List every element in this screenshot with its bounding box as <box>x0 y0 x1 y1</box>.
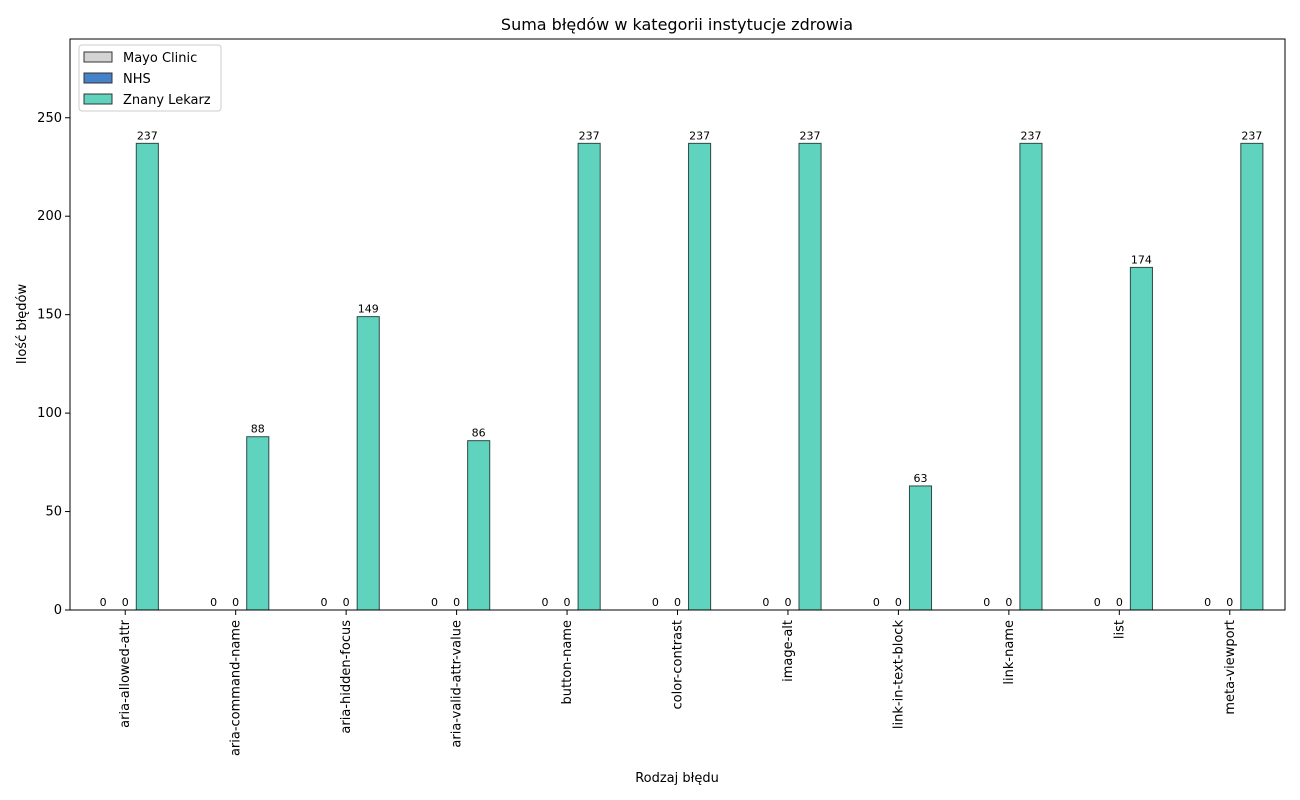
bars-group <box>135 142 1264 611</box>
bar-value-label: 0 <box>210 596 217 609</box>
bar <box>798 142 822 611</box>
x-tick-label: color-contrast <box>671 620 686 710</box>
bar-value-label: 0 <box>762 596 769 609</box>
legend-swatch <box>83 93 113 105</box>
bar-value-label: 0 <box>541 596 548 609</box>
legend-box <box>78 44 222 112</box>
bar-value-label: 0 <box>453 596 460 609</box>
bar-value-label: 0 <box>784 596 791 609</box>
bar <box>1129 266 1153 611</box>
x-tick-label: list <box>1112 620 1127 639</box>
bar-value-label: 0 <box>873 596 880 609</box>
x-tick-label: aria-valid-attr-value <box>450 620 465 748</box>
bar-value-label: 0 <box>1116 596 1123 609</box>
y-tick-label: 50 <box>45 505 62 520</box>
bar-value-label: 237 <box>137 129 158 142</box>
y-axis-label: Ilość błędów <box>15 284 30 365</box>
bar-value-label: 237 <box>579 129 600 142</box>
x-axis-label: Rodzaj błędu <box>635 771 719 786</box>
bar-value-label: 0 <box>1005 596 1012 609</box>
bar-value-label: 237 <box>689 129 710 142</box>
bar <box>1240 142 1264 611</box>
legend-label: Znany Lekarz <box>123 93 211 108</box>
legend: Mayo Clinic NHS Znany Lekarz <box>78 44 222 112</box>
bar-value-label: 0 <box>674 596 681 609</box>
plot-frame <box>69 38 1286 611</box>
x-tick-label: aria-command-name <box>229 620 244 756</box>
bar-value-label: 0 <box>232 596 239 609</box>
chart-title: Suma błędów w kategorii instytucje zdrow… <box>501 15 853 34</box>
y-tick-label: 150 <box>37 308 62 323</box>
y-tick-label: 250 <box>37 111 62 126</box>
bar <box>1019 142 1043 611</box>
x-tick-label: image-alt <box>781 620 796 682</box>
bar-value-label: 63 <box>914 472 928 485</box>
bar-value-label: 0 <box>100 596 107 609</box>
bar <box>356 316 380 611</box>
bar-value-label: 0 <box>983 596 990 609</box>
bar-value-label: 0 <box>895 596 902 609</box>
x-tick-label: meta-viewport <box>1223 620 1238 715</box>
legend-label: NHS <box>123 72 151 87</box>
x-tick-label: link-in-text-block <box>891 620 906 730</box>
bar-value-label: 0 <box>431 596 438 609</box>
bar-value-label: 0 <box>343 596 350 609</box>
bar <box>467 440 491 611</box>
bar <box>688 142 712 611</box>
bar-value-label: 0 <box>1226 596 1233 609</box>
bar-value-label: 88 <box>251 423 265 436</box>
bar-value-label: 0 <box>1094 596 1101 609</box>
y-tick-label: 0 <box>54 603 62 618</box>
x-tick-label: aria-hidden-focus <box>339 620 354 734</box>
bar <box>908 485 933 611</box>
bar-value-label: 237 <box>1020 129 1041 142</box>
bar-value-label: 0 <box>321 596 328 609</box>
bar-value-label: 0 <box>564 596 571 609</box>
bar-labels-group: 0 0 237 0 0 88 0 0 149 0 0 86 0 0 237 0 0 237 0 0 237 0 0 63 0 0 2… <box>100 129 1263 609</box>
bar <box>135 142 159 611</box>
bar-value-label: 174 <box>1131 253 1152 266</box>
y-tick-label: 100 <box>37 406 62 421</box>
bar-value-label: 0 <box>652 596 659 609</box>
bar-value-label: 86 <box>472 427 486 440</box>
y-tick-label: 200 <box>37 209 62 224</box>
legend-label: Mayo Clinic <box>123 51 197 66</box>
x-tick-label: button-name <box>560 620 575 704</box>
bar-value-label: 149 <box>358 303 379 316</box>
bar-value-label: 237 <box>800 129 821 142</box>
bar <box>577 142 601 611</box>
legend-swatch <box>83 51 113 63</box>
x-axis-ticks: aria-allowed-attr aria-command-name aria-h… <box>118 610 1238 756</box>
x-tick-label: aria-allowed-attr <box>118 619 133 727</box>
bar-value-label: 0 <box>122 596 129 609</box>
bar <box>246 436 270 611</box>
bar-value-label: 237 <box>1241 129 1262 142</box>
y-axis-ticks: 0 50 100 150 200 250 <box>37 111 70 618</box>
x-tick-label: link-name <box>1002 620 1017 685</box>
legend-swatch <box>83 72 113 84</box>
bar-value-label: 0 <box>1204 596 1211 609</box>
